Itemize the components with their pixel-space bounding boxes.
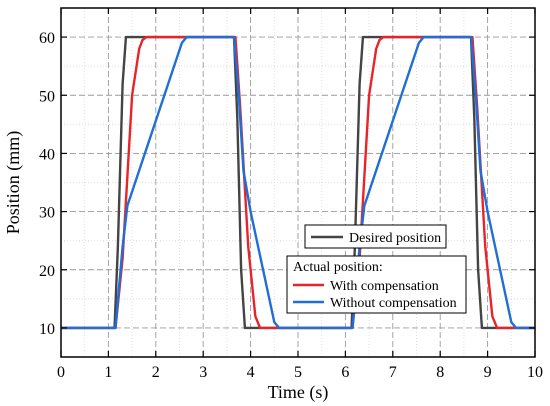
legend-label-with-compensation: With compensation (330, 279, 439, 294)
y-tick-label: 50 (39, 88, 55, 105)
legend-label-desired: Desired position (349, 231, 441, 246)
legend-label-without-compensation: Without compensation (330, 296, 457, 311)
y-tick-label: 30 (39, 205, 55, 222)
x-tick-label: 10 (527, 364, 543, 381)
y-axis-title: Position (mm) (3, 131, 24, 235)
x-tick-label: 0 (57, 364, 65, 381)
x-tick-label: 4 (247, 364, 255, 381)
y-tick-label: 60 (39, 30, 55, 47)
axis-ticks: 0 1 2 3 4 5 6 7 8 9 10 10 20 30 40 50 60 (39, 8, 543, 381)
legend-group-title: Actual position: (293, 260, 383, 275)
x-tick-label: 1 (104, 364, 112, 381)
series-line (61, 35, 535, 330)
x-tick-label: 3 (199, 364, 207, 381)
y-tick-label: 40 (39, 146, 55, 163)
x-tick-label: 5 (294, 364, 302, 381)
legend: Desired position Actual position: With c… (286, 224, 467, 314)
legend-box-desired (304, 224, 447, 249)
y-tick-label: 20 (39, 263, 55, 280)
x-tick-label: 2 (152, 364, 160, 381)
x-tick-label: 6 (341, 364, 349, 381)
x-tick-label: 9 (484, 364, 492, 381)
x-tick-label: 7 (389, 364, 397, 381)
series-lines (61, 35, 535, 330)
x-axis-title: Time (s) (268, 382, 329, 403)
y-tick-label: 10 (39, 321, 55, 338)
x-tick-label: 8 (436, 364, 444, 381)
